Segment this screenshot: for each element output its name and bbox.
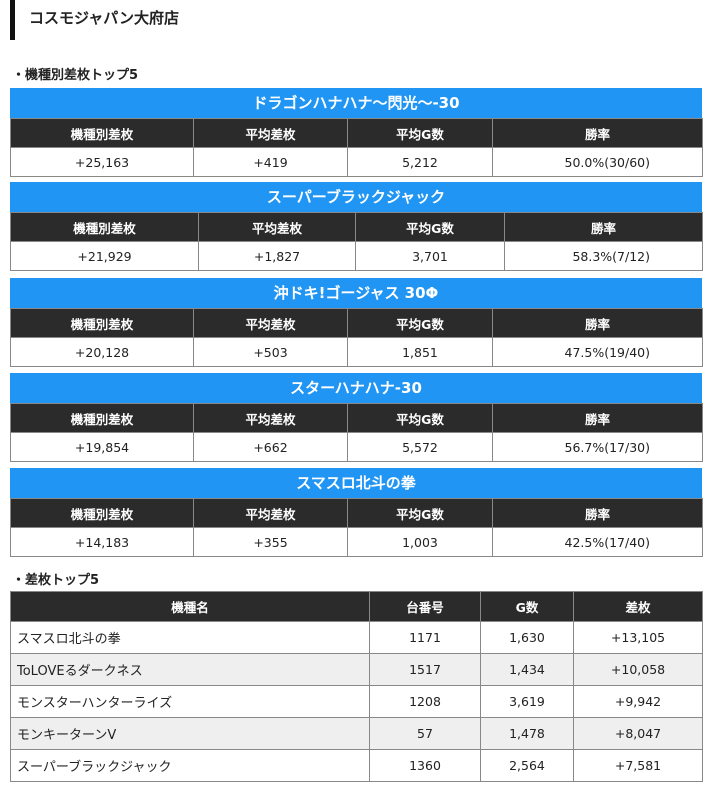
header-total-diff: 機種別差枚 — [10, 308, 194, 338]
table-row: モンスターハンターライズ 1208 3,619 +9,942 — [10, 685, 703, 718]
machine-name-cell: スーパーブラックジャック — [10, 749, 370, 782]
store-title: コスモジャパン大府店 — [10, 0, 710, 40]
machine-stats-table: 機種別差枚 平均差枚 平均G数 勝率 +21,929 +1,827 3,701 … — [10, 212, 703, 271]
machine-stats-table: 機種別差枚 平均差枚 平均G数 勝率 +20,128 +503 1,851 47… — [10, 308, 703, 367]
table-row: モンキーターンV 57 1,478 +8,047 — [10, 717, 703, 750]
unit-number-cell: 1360 — [369, 749, 481, 782]
machine-name-cell: モンキーターンV — [10, 717, 370, 750]
header-win-rate: 勝率 — [504, 212, 703, 242]
win-rate-value: 56.7%(17/30) — [492, 432, 703, 462]
header-total-diff: 機種別差枚 — [10, 498, 194, 528]
section-heading-machine-top5: ・機種別差枚トップ5 — [12, 68, 139, 83]
diff-cell: +8,047 — [573, 717, 703, 750]
header-unit-number: 台番号 — [369, 591, 481, 622]
total-diff-value: +21,929 — [10, 241, 199, 271]
diff-cell: +7,581 — [573, 749, 703, 782]
header-avg-games: 平均G数 — [347, 403, 493, 433]
total-diff-value: +19,854 — [10, 432, 194, 462]
header-win-rate: 勝率 — [492, 118, 703, 148]
games-cell: 3,619 — [480, 685, 574, 718]
machine-name: ドラゴンハナハナ〜閃光〜-30 — [10, 88, 702, 118]
avg-games-value: 1,003 — [347, 527, 493, 557]
header-avg-diff: 平均差枚 — [193, 403, 348, 433]
machine-name-cell: ToLOVEるダークネス — [10, 653, 370, 686]
table-row: スマスロ北斗の拳 1171 1,630 +13,105 — [10, 621, 703, 654]
machine-block: スーパーブラックジャック 機種別差枚 平均差枚 平均G数 勝率 +21,929 … — [10, 182, 703, 271]
header-win-rate: 勝率 — [492, 403, 703, 433]
unit-number-cell: 1208 — [369, 685, 481, 718]
avg-games-value: 1,851 — [347, 337, 493, 367]
header-diff: 差枚 — [573, 591, 703, 622]
header-games: G数 — [480, 591, 574, 622]
machine-stats-table: 機種別差枚 平均差枚 平均G数 勝率 +19,854 +662 5,572 56… — [10, 403, 703, 462]
games-cell: 1,478 — [480, 717, 574, 750]
win-rate-value: 47.5%(19/40) — [492, 337, 703, 367]
diff-cell: +13,105 — [573, 621, 703, 654]
avg-games-value: 5,572 — [347, 432, 493, 462]
machine-block: スターハナハナ-30 機種別差枚 平均差枚 平均G数 勝率 +19,854 +6… — [10, 373, 703, 462]
avg-games-value: 3,701 — [355, 241, 505, 271]
machine-block: 沖ドキ!ゴージャス 30Φ 機種別差枚 平均差枚 平均G数 勝率 +20,128… — [10, 278, 703, 367]
machine-name-cell: モンスターハンターライズ — [10, 685, 370, 718]
unit-number-cell: 57 — [369, 717, 481, 750]
avg-diff-value: +662 — [193, 432, 348, 462]
header-avg-games: 平均G数 — [347, 118, 493, 148]
avg-diff-value: +419 — [193, 147, 348, 177]
header-win-rate: 勝率 — [492, 498, 703, 528]
avg-games-value: 5,212 — [347, 147, 493, 177]
table-row: スーパーブラックジャック 1360 2,564 +7,581 — [10, 749, 703, 782]
machine-block: スマスロ北斗の拳 機種別差枚 平均差枚 平均G数 勝率 +14,183 +355… — [10, 468, 703, 557]
games-cell: 1,434 — [480, 653, 574, 686]
header-machine-name: 機種名 — [10, 591, 370, 622]
header-avg-diff: 平均差枚 — [193, 118, 348, 148]
avg-diff-value: +1,827 — [198, 241, 356, 271]
unit-number-cell: 1171 — [369, 621, 481, 654]
unit-number-cell: 1517 — [369, 653, 481, 686]
machine-stats-table: 機種別差枚 平均差枚 平均G数 勝率 +25,163 +419 5,212 50… — [10, 118, 703, 177]
header-avg-games: 平均G数 — [347, 308, 493, 338]
machine-name-cell: スマスロ北斗の拳 — [10, 621, 370, 654]
games-cell: 1,630 — [480, 621, 574, 654]
table-row: ToLOVEるダークネス 1517 1,434 +10,058 — [10, 653, 703, 686]
total-diff-value: +25,163 — [10, 147, 194, 177]
header-avg-diff: 平均差枚 — [198, 212, 356, 242]
header-avg-games: 平均G数 — [355, 212, 505, 242]
total-diff-value: +20,128 — [10, 337, 194, 367]
avg-diff-value: +503 — [193, 337, 348, 367]
machine-block: ドラゴンハナハナ〜閃光〜-30 機種別差枚 平均差枚 平均G数 勝率 +25,1… — [10, 88, 703, 177]
win-rate-value: 42.5%(17/40) — [492, 527, 703, 557]
header-total-diff: 機種別差枚 — [10, 403, 194, 433]
machine-name: 沖ドキ!ゴージャス 30Φ — [10, 278, 702, 308]
header-win-rate: 勝率 — [492, 308, 703, 338]
games-cell: 2,564 — [480, 749, 574, 782]
machine-stats-table: 機種別差枚 平均差枚 平均G数 勝率 +14,183 +355 1,003 42… — [10, 498, 703, 557]
avg-diff-value: +355 — [193, 527, 348, 557]
win-rate-value: 58.3%(7/12) — [504, 241, 703, 271]
diff-cell: +10,058 — [573, 653, 703, 686]
diff-cell: +9,942 — [573, 685, 703, 718]
machine-name: スーパーブラックジャック — [10, 182, 702, 212]
machine-name: スマスロ北斗の拳 — [10, 468, 702, 498]
diff-ranking-table: 機種名 台番号 G数 差枚 スマスロ北斗の拳 1171 1,630 +13,10… — [10, 591, 703, 782]
header-total-diff: 機種別差枚 — [10, 212, 199, 242]
diff-ranking: 機種名 台番号 G数 差枚 スマスロ北斗の拳 1171 1,630 +13,10… — [10, 591, 703, 782]
win-rate-value: 50.0%(30/60) — [492, 147, 703, 177]
header-avg-games: 平均G数 — [347, 498, 493, 528]
section-heading-diff-top5: ・差枚トップ5 — [12, 573, 100, 588]
header-avg-diff: 平均差枚 — [193, 308, 348, 338]
machine-name: スターハナハナ-30 — [10, 373, 702, 403]
total-diff-value: +14,183 — [10, 527, 194, 557]
header-total-diff: 機種別差枚 — [10, 118, 194, 148]
header-avg-diff: 平均差枚 — [193, 498, 348, 528]
